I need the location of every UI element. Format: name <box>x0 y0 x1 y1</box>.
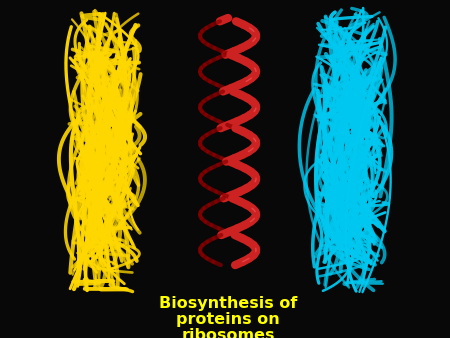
Text: ribosomes: ribosomes <box>181 328 275 338</box>
Text: Biosynthesis of: Biosynthesis of <box>159 296 297 311</box>
Text: proteins on: proteins on <box>176 312 280 327</box>
